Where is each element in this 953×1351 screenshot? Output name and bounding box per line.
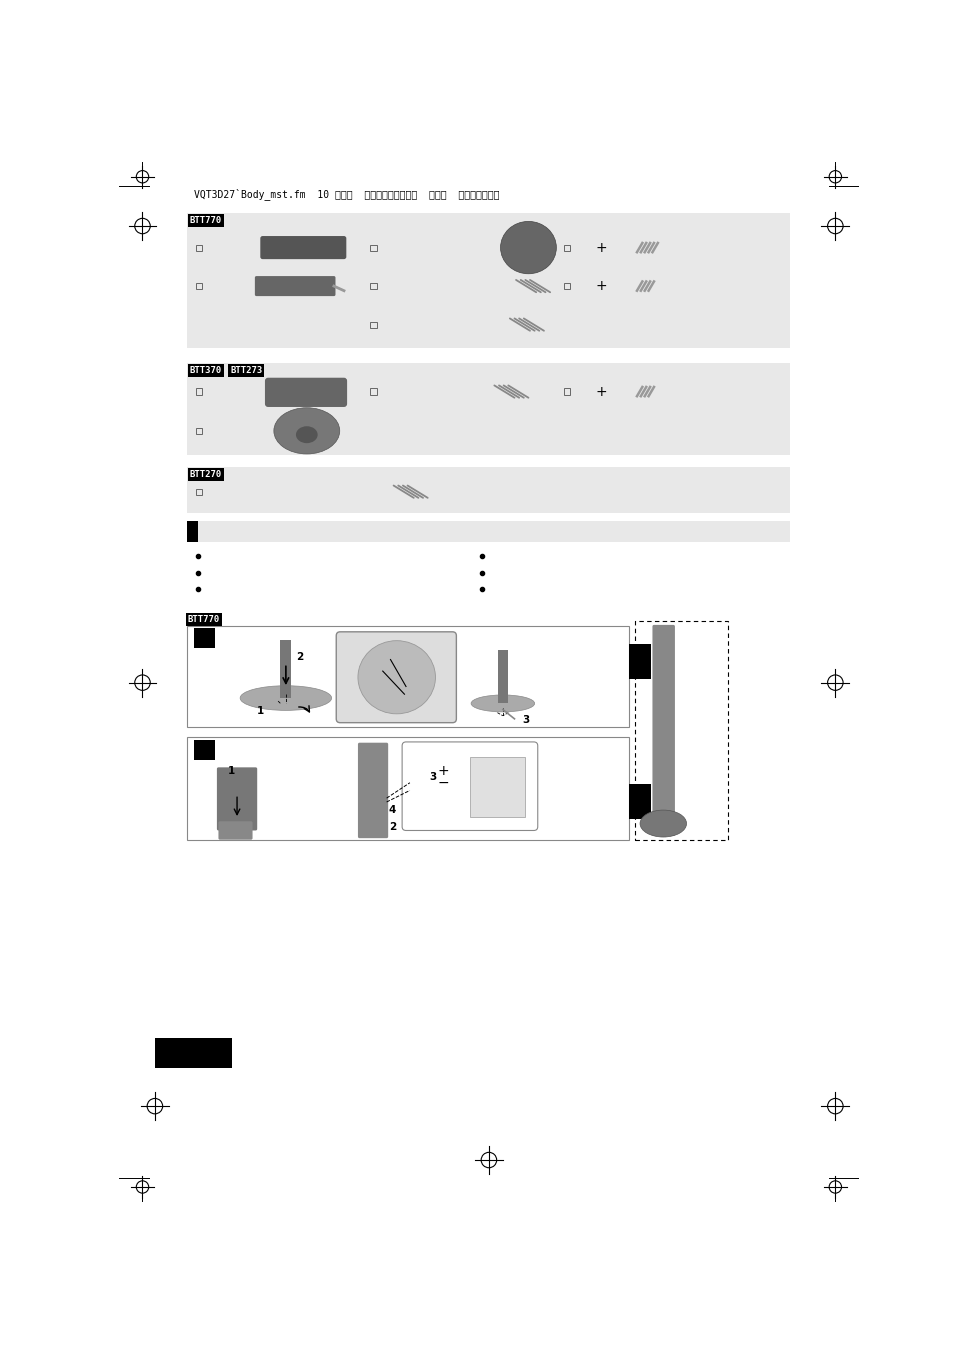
Text: BTT370: BTT370 <box>190 366 222 376</box>
FancyBboxPatch shape <box>652 626 674 836</box>
Bar <box>370 389 376 394</box>
Bar <box>187 627 629 727</box>
Ellipse shape <box>471 694 534 712</box>
Bar <box>194 739 214 759</box>
Ellipse shape <box>295 426 317 443</box>
Bar <box>629 785 650 819</box>
Bar <box>195 245 202 251</box>
Bar <box>563 389 570 394</box>
Text: +: + <box>595 280 606 293</box>
FancyBboxPatch shape <box>218 821 253 840</box>
Text: VQT3D27`Body_mst.fm  10 ページ  ２０１１年１月６日  木曜日  午後１時３３分: VQT3D27`Body_mst.fm 10 ページ ２０１１年１月６日 木曜日… <box>194 188 499 200</box>
Ellipse shape <box>357 640 435 713</box>
Text: 3: 3 <box>429 773 436 782</box>
FancyBboxPatch shape <box>402 742 537 831</box>
Text: 3: 3 <box>521 715 529 724</box>
Text: 2: 2 <box>295 653 303 662</box>
Text: +: + <box>595 385 606 399</box>
Bar <box>563 282 570 289</box>
Text: 4: 4 <box>389 805 395 815</box>
Bar <box>187 363 790 455</box>
Bar <box>187 213 790 347</box>
Text: 1: 1 <box>257 707 264 716</box>
FancyBboxPatch shape <box>265 378 347 407</box>
Bar <box>197 521 790 542</box>
Bar <box>195 282 202 289</box>
FancyBboxPatch shape <box>216 767 257 831</box>
Bar <box>195 428 202 434</box>
Text: +: + <box>436 765 449 778</box>
Bar <box>629 644 650 678</box>
FancyBboxPatch shape <box>357 743 388 838</box>
Bar <box>469 758 525 817</box>
Bar <box>370 245 376 251</box>
FancyBboxPatch shape <box>335 632 456 723</box>
Bar <box>195 489 202 494</box>
Bar <box>497 650 507 704</box>
Text: BTT273: BTT273 <box>230 366 262 376</box>
Ellipse shape <box>639 811 686 838</box>
Ellipse shape <box>500 222 556 274</box>
Text: 2: 2 <box>389 821 395 832</box>
Text: BTT770: BTT770 <box>190 216 222 226</box>
Bar <box>370 282 376 289</box>
Bar <box>634 621 727 840</box>
Bar <box>563 245 570 251</box>
Bar <box>187 736 629 840</box>
Bar <box>195 389 202 394</box>
Bar <box>187 521 197 542</box>
Text: −: − <box>436 775 449 790</box>
Text: +: + <box>595 240 606 254</box>
Bar <box>370 322 376 328</box>
Bar <box>280 640 291 698</box>
Bar <box>187 467 790 513</box>
Text: 1: 1 <box>228 766 234 777</box>
Bar <box>154 1039 233 1067</box>
FancyBboxPatch shape <box>254 276 335 296</box>
FancyBboxPatch shape <box>260 236 346 259</box>
Text: BTT270: BTT270 <box>190 470 222 480</box>
Ellipse shape <box>240 686 332 711</box>
Text: BTT770: BTT770 <box>187 615 219 624</box>
Bar <box>194 628 214 648</box>
Ellipse shape <box>274 408 339 454</box>
